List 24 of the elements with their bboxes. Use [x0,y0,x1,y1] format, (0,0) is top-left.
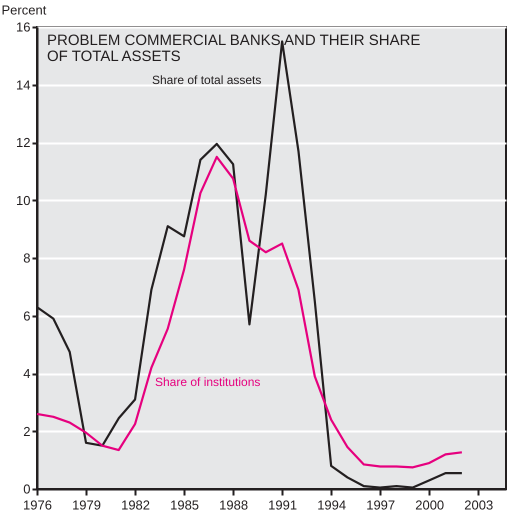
y-tick-label: 4 [23,366,30,381]
x-tick-label: 1976 [23,498,52,512]
y-tick-label: 16 [16,20,30,34]
line-series [36,156,463,468]
x-tick-label: 1991 [268,498,298,512]
series-label: Share of total assets [152,73,262,87]
x-tick-label: 1979 [72,498,101,512]
y-tick-label: 2 [23,424,30,439]
y-tick-label: 6 [23,308,30,324]
x-tick-label: 1988 [219,498,248,512]
x-tick-label: 2000 [415,498,444,512]
x-tick-label: 1985 [170,498,200,512]
x-tick-label: 1982 [121,498,150,512]
x-tick-label: 2003 [464,498,494,512]
series-label: Share of institutions [155,375,260,389]
y-tick-label: 14 [16,77,30,92]
y-tick-label: 12 [16,135,30,150]
text: PROBLEM COMMERCIAL BANKS AND THEIR SHARE OF TOTAL ASSETS [47,32,420,65]
x-tick-label: 1997 [366,498,396,512]
y-tick-label: 8 [23,250,30,266]
y-tick-label: 0 [23,482,30,496]
y-axis-title: Percent [2,2,47,18]
y-tick-label: 10 [16,192,30,208]
x-tick-label: 1994 [317,498,346,512]
